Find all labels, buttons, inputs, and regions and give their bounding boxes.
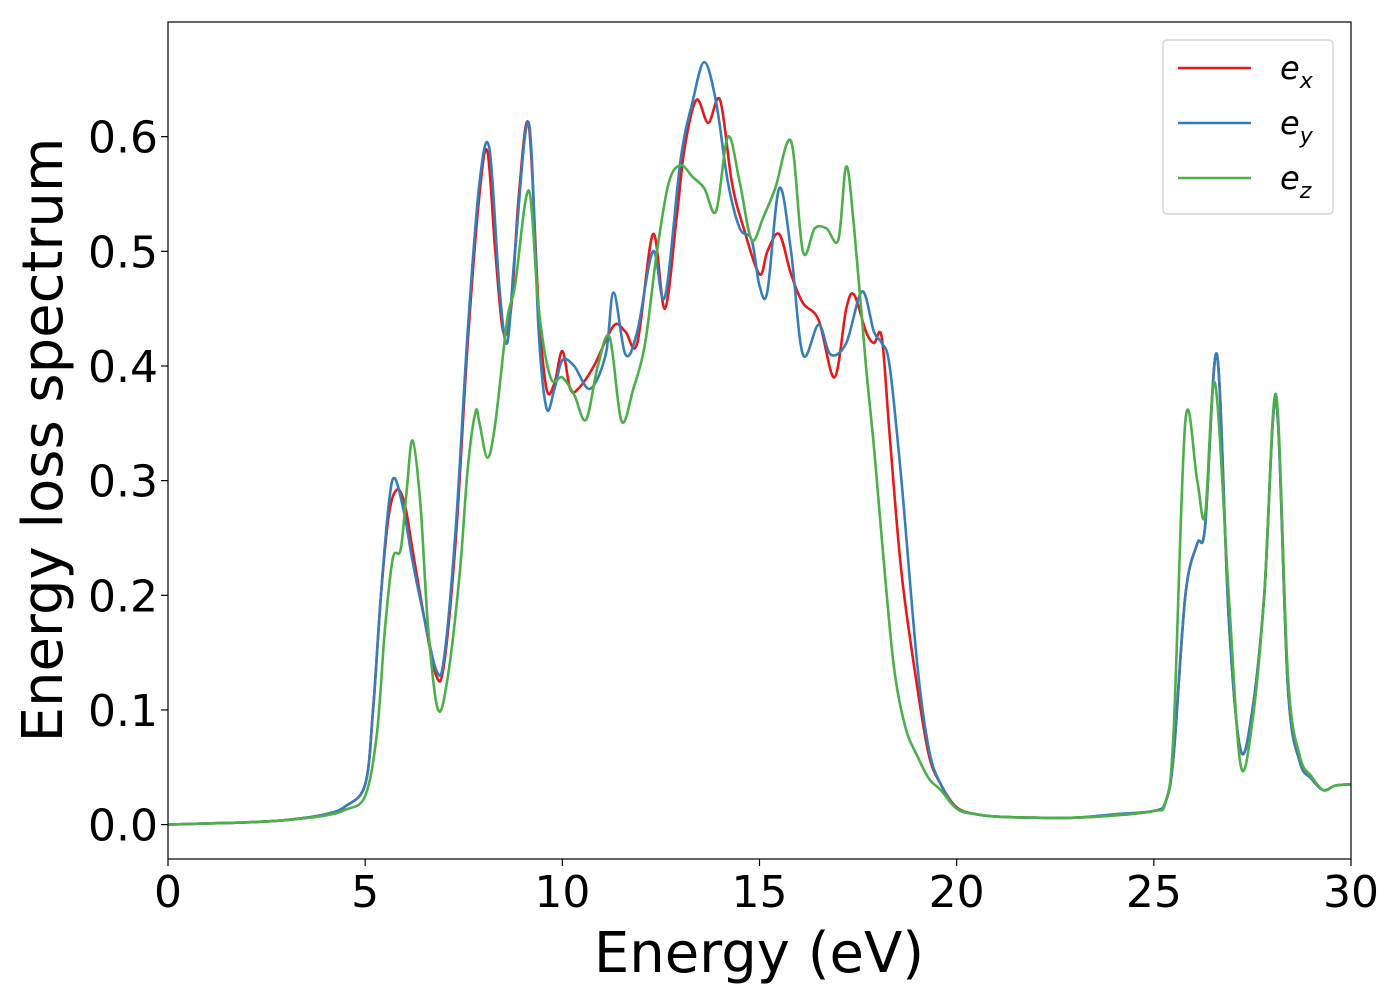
series-layer: [167, 60, 1352, 826]
series-line-e-z: [167, 135, 1352, 826]
x-tick-label: 30: [1323, 867, 1379, 918]
x-tick-label: 5: [351, 867, 379, 918]
y-axis-ticks: 0.0 0.1 0.2 0.3 0.4 0.5 0.6: [88, 113, 168, 852]
legend-label-base: e: [1280, 104, 1300, 142]
legend-box: [1162, 39, 1334, 215]
x-tick-label: 0: [154, 867, 182, 918]
legend-label-base: e: [1280, 49, 1300, 87]
x-tick-label: 20: [929, 867, 985, 918]
legend-label-subscript: z: [1299, 179, 1312, 204]
x-tick-label: 10: [534, 867, 590, 918]
x-tick-label: 15: [732, 867, 788, 918]
x-axis-ticks: 0 5 10 15 20 25 30: [154, 859, 1379, 918]
legend-label-y: ey: [1280, 104, 1314, 149]
y-tick-label: 0.4: [88, 342, 158, 393]
legend-label-base: e: [1280, 159, 1300, 197]
x-axis-title: Energy (eV): [594, 921, 924, 986]
y-tick-label: 0.1: [88, 686, 158, 737]
y-tick-label: 0.5: [88, 227, 158, 278]
y-tick-label: 0.6: [88, 113, 158, 164]
legend-label-z: ez: [1280, 159, 1312, 204]
plot-area-background: [168, 22, 1351, 859]
legend-label-subscript: y: [1299, 124, 1314, 149]
y-tick-label: 0.0: [88, 801, 158, 852]
legend-label-x: ex: [1280, 49, 1314, 94]
legend-label-subscript: x: [1299, 69, 1314, 94]
y-tick-label: 0.2: [88, 571, 158, 622]
x-tick-label: 25: [1126, 867, 1182, 918]
y-tick-label: 0.3: [88, 457, 158, 508]
y-axis-title: Energy loss spectrum: [11, 138, 76, 743]
